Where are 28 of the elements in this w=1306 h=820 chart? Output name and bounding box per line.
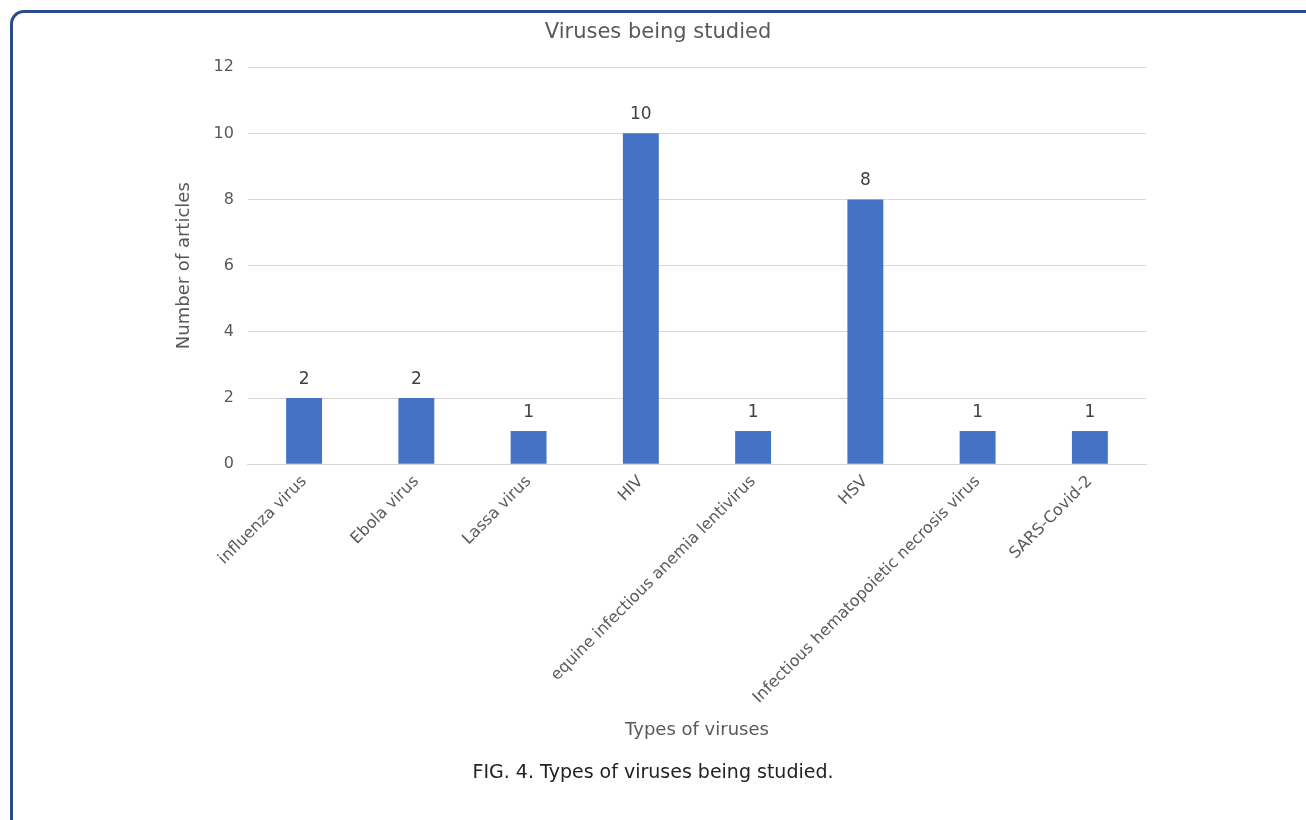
data-label: 2 <box>410 367 422 388</box>
data-label: 8 <box>859 169 871 190</box>
y-tick-label: 4 <box>223 321 234 341</box>
y-tick-label: 12 <box>213 56 234 76</box>
y-tick-label: 10 <box>213 122 234 142</box>
bar <box>510 431 547 464</box>
bar <box>622 133 659 464</box>
data-label: 1 <box>1084 401 1096 422</box>
bar <box>286 398 323 464</box>
data-label: 2 <box>298 367 310 388</box>
y-tick-label: 0 <box>223 453 234 473</box>
bar <box>735 431 772 464</box>
data-label: 10 <box>630 103 652 124</box>
bar <box>398 398 435 464</box>
y-tick-label: 8 <box>223 188 234 208</box>
bar <box>847 199 884 464</box>
data-label: 1 <box>747 401 759 422</box>
y-tick-label: 2 <box>223 387 234 407</box>
bar <box>1071 431 1108 464</box>
chart-title: Viruses being studied <box>544 19 772 44</box>
y-axis-title: Number of articles <box>172 182 194 350</box>
caption: FIG. 4. Types of viruses being studied. <box>471 760 835 782</box>
data-label: 1 <box>523 401 535 422</box>
y-tick-label: 6 <box>223 254 234 274</box>
data-label: 1 <box>972 401 984 422</box>
x-tick-label: HIV <box>613 471 647 505</box>
x-axis-title: Types of viruses <box>624 717 769 739</box>
bar <box>959 431 996 464</box>
